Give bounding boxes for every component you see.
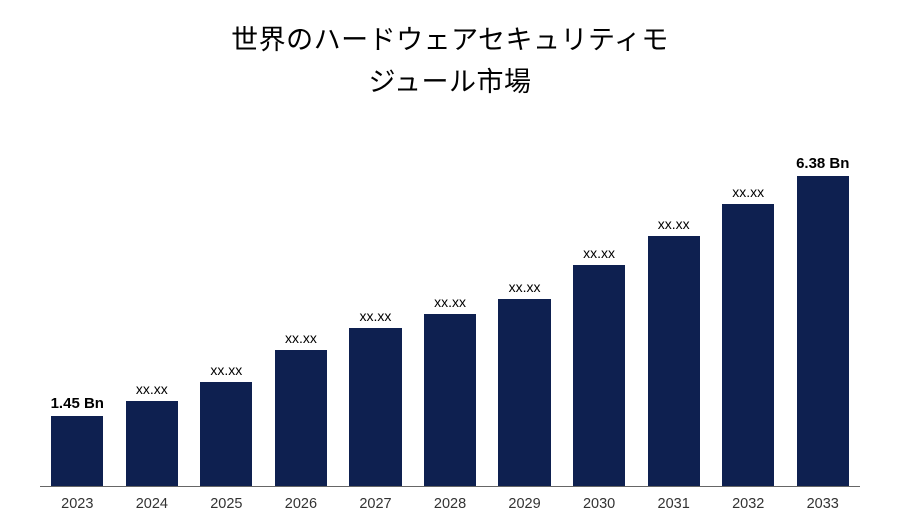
bar: [573, 265, 625, 486]
bar: [126, 401, 178, 486]
bar: [498, 299, 550, 486]
chart-title-line1: 世界のハードウェアセキュリティモ: [0, 20, 900, 62]
bar: [51, 416, 103, 486]
bar-col: xx.xx: [115, 134, 190, 486]
bar: [275, 350, 327, 486]
bar-data-label: xx.xx: [583, 245, 615, 261]
x-axis-label: 2027: [338, 491, 413, 515]
bar-col: xx.xx: [413, 134, 488, 486]
bar-col: 6.38 Bn: [785, 134, 860, 486]
bar-col: 1.45 Bn: [40, 134, 115, 486]
bar-col: xx.xx: [189, 134, 264, 486]
bar-col: xx.xx: [562, 134, 637, 486]
bar-col: xx.xx: [264, 134, 339, 486]
x-axis-label: 2023: [40, 491, 115, 515]
x-axis-label: 2024: [115, 491, 190, 515]
x-axis-label: 2029: [487, 491, 562, 515]
bar-data-label: 6.38 Bn: [796, 155, 849, 172]
bar-data-label: xx.xx: [210, 362, 242, 378]
bar-col: xx.xx: [338, 134, 413, 486]
plot-area: 1.45 Bn xx.xx xx.xx xx.xx xx.xx xx.xx xx.xx xx.…: [40, 134, 860, 515]
bar: [349, 328, 401, 486]
x-axis-label: 2032: [711, 491, 786, 515]
x-axis-label: 2030: [562, 491, 637, 515]
chart-root: 世界のハードウェアセキュリティモ ジュール市場 1.45 Bn xx.xx xx.x…: [0, 0, 900, 525]
x-axis-label: 2026: [264, 491, 339, 515]
bars-wrap: 1.45 Bn xx.xx xx.xx xx.xx xx.xx xx.xx xx.xx xx.…: [40, 134, 860, 487]
x-axis-label: 2028: [413, 491, 488, 515]
x-axis-labels: 2023202420252026202720282029203020312032…: [40, 491, 860, 515]
x-axis-label: 2025: [189, 491, 264, 515]
bar-data-label: 1.45 Bn: [51, 395, 104, 412]
bar-data-label: xx.xx: [360, 308, 392, 324]
bar: [797, 176, 849, 486]
x-axis-label: 2033: [785, 491, 860, 515]
bar-data-label: xx.xx: [434, 294, 466, 310]
bar: [424, 314, 476, 487]
bar-data-label: xx.xx: [732, 184, 764, 200]
bar-data-label: xx.xx: [509, 279, 541, 295]
bar: [722, 204, 774, 486]
bar-data-label: xx.xx: [136, 381, 168, 397]
x-axis-label: 2031: [636, 491, 711, 515]
bar-data-label: xx.xx: [658, 216, 690, 232]
bar-data-label: xx.xx: [285, 330, 317, 346]
bar-col: xx.xx: [487, 134, 562, 486]
chart-title-line2: ジュール市場: [0, 62, 900, 104]
bar-col: xx.xx: [636, 134, 711, 486]
bar: [648, 236, 700, 486]
chart-title: 世界のハードウェアセキュリティモ ジュール市場: [0, 0, 900, 114]
bar-col: xx.xx: [711, 134, 786, 486]
bar: [200, 382, 252, 486]
